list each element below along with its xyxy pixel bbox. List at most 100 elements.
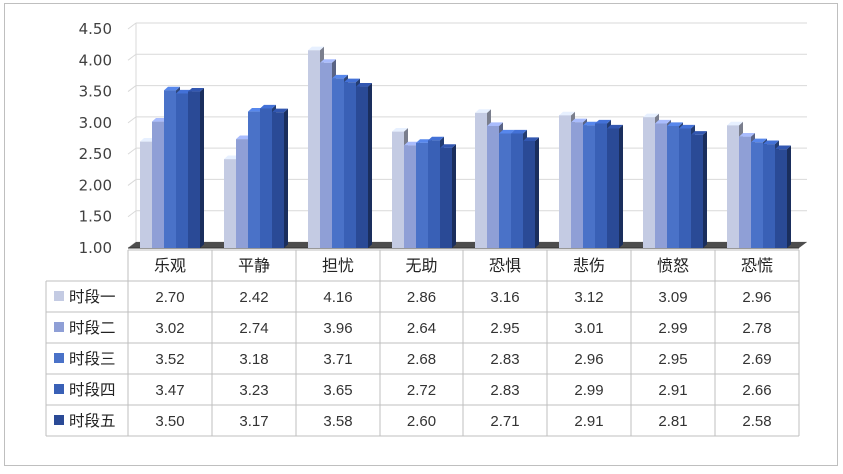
table-cell: 2.95	[658, 351, 687, 368]
bar-front	[188, 91, 200, 248]
legend-swatch	[54, 384, 64, 394]
table-cell: 2.83	[490, 351, 519, 368]
table-cell: 2.83	[490, 382, 519, 399]
y-tick-label: 1.00	[79, 239, 112, 257]
legend-swatch	[54, 322, 64, 332]
x-category-label: 悲伤	[573, 256, 605, 275]
bar-front	[164, 90, 176, 248]
bar-front	[332, 78, 344, 248]
bar-top	[320, 59, 336, 63]
legend-swatch	[54, 353, 64, 363]
table-cell: 3.23	[239, 382, 268, 399]
table-cell: 2.91	[658, 382, 687, 399]
bar-top	[356, 82, 372, 87]
bar-front	[739, 136, 751, 248]
gridline-depth	[127, 179, 137, 186]
legend-label: 时段四	[69, 381, 116, 399]
bar-front	[727, 125, 739, 248]
bar-front	[571, 122, 583, 248]
bar-top	[332, 74, 348, 79]
gridline-depth	[127, 116, 137, 124]
bar-top	[775, 145, 791, 150]
bar-front	[607, 128, 619, 248]
table-cell: 2.99	[658, 320, 687, 337]
table-cell: 2.42	[239, 289, 268, 306]
bar-top	[727, 121, 743, 126]
bar-front	[308, 50, 320, 248]
bar-top	[475, 109, 491, 113]
gridline-depth	[127, 147, 137, 155]
bar-front	[559, 115, 571, 248]
table-cell: 2.66	[742, 382, 771, 399]
table-cell: 2.91	[574, 413, 603, 430]
table-cell: 2.99	[574, 382, 603, 399]
table-cell: 3.12	[574, 289, 603, 306]
table-cell: 3.16	[490, 289, 519, 306]
table-cell: 2.58	[742, 413, 771, 430]
bar-front	[487, 125, 499, 248]
table-cell: 2.78	[742, 320, 771, 337]
x-category-label: 愤怒	[657, 256, 689, 275]
bar-front	[775, 149, 787, 248]
table-cell: 3.71	[323, 351, 352, 368]
bar-top	[164, 86, 180, 91]
table-cell: 2.70	[155, 289, 184, 306]
bar-front	[260, 108, 272, 248]
bar-front	[511, 133, 523, 248]
bar-side	[368, 82, 372, 248]
legend-swatch	[54, 291, 64, 301]
bar-top	[344, 78, 360, 83]
y-axis-ticks: 1.00 1.50 2.00 2.50 3.00 3.50 4.00 4.50	[79, 20, 112, 257]
bar	[523, 137, 539, 248]
table-cell: 3.02	[155, 320, 184, 337]
y-tick-label: 1.50	[79, 208, 112, 226]
x-category-label: 平静	[238, 256, 270, 275]
table-cell: 3.09	[658, 289, 687, 306]
bar-front	[763, 144, 775, 248]
bar-top	[523, 137, 539, 142]
table-cell: 3.17	[239, 413, 268, 430]
bar-top	[428, 136, 444, 141]
bar-top	[571, 118, 587, 123]
y-tick-label: 2.50	[79, 145, 112, 163]
gridline-depth	[127, 85, 137, 92]
bars	[140, 46, 791, 249]
bar-top	[308, 46, 324, 51]
table-cell: 3.96	[323, 320, 352, 337]
y-tick-label: 2.00	[79, 176, 112, 194]
table-cell: 2.68	[407, 351, 436, 368]
x-category-label: 恐慌	[741, 256, 773, 275]
bar-front	[475, 112, 487, 249]
x-category-label: 无助	[405, 256, 437, 275]
bar-front	[416, 142, 428, 248]
table-cell: 2.96	[574, 351, 603, 368]
bar-side	[200, 87, 204, 248]
table-cell: 2.60	[407, 413, 436, 430]
table-cell: 2.81	[658, 413, 687, 430]
bar-side	[452, 144, 456, 248]
bar-top	[607, 124, 623, 129]
gridline-depth	[127, 53, 137, 61]
bar	[607, 124, 623, 248]
bar-front	[428, 140, 440, 248]
bar	[272, 108, 288, 249]
bar-front	[248, 111, 260, 248]
bar-top	[559, 111, 575, 116]
y-tick-label: 4.50	[79, 20, 112, 38]
bar-side	[535, 137, 539, 248]
bar-top	[763, 140, 779, 145]
bar-top	[392, 128, 408, 132]
bar-top	[188, 87, 204, 92]
floor	[128, 242, 807, 248]
bar	[356, 82, 372, 249]
bar-top	[487, 122, 503, 126]
x-category-label: 恐惧	[489, 256, 521, 275]
table-cell: 3.47	[155, 382, 184, 399]
gridline-depth	[127, 210, 137, 218]
legend-label: 时段五	[69, 412, 116, 430]
table-cell: 2.64	[407, 320, 436, 337]
bar-front	[356, 86, 368, 249]
table-cell: 3.50	[155, 413, 184, 430]
bar-front	[152, 121, 164, 248]
